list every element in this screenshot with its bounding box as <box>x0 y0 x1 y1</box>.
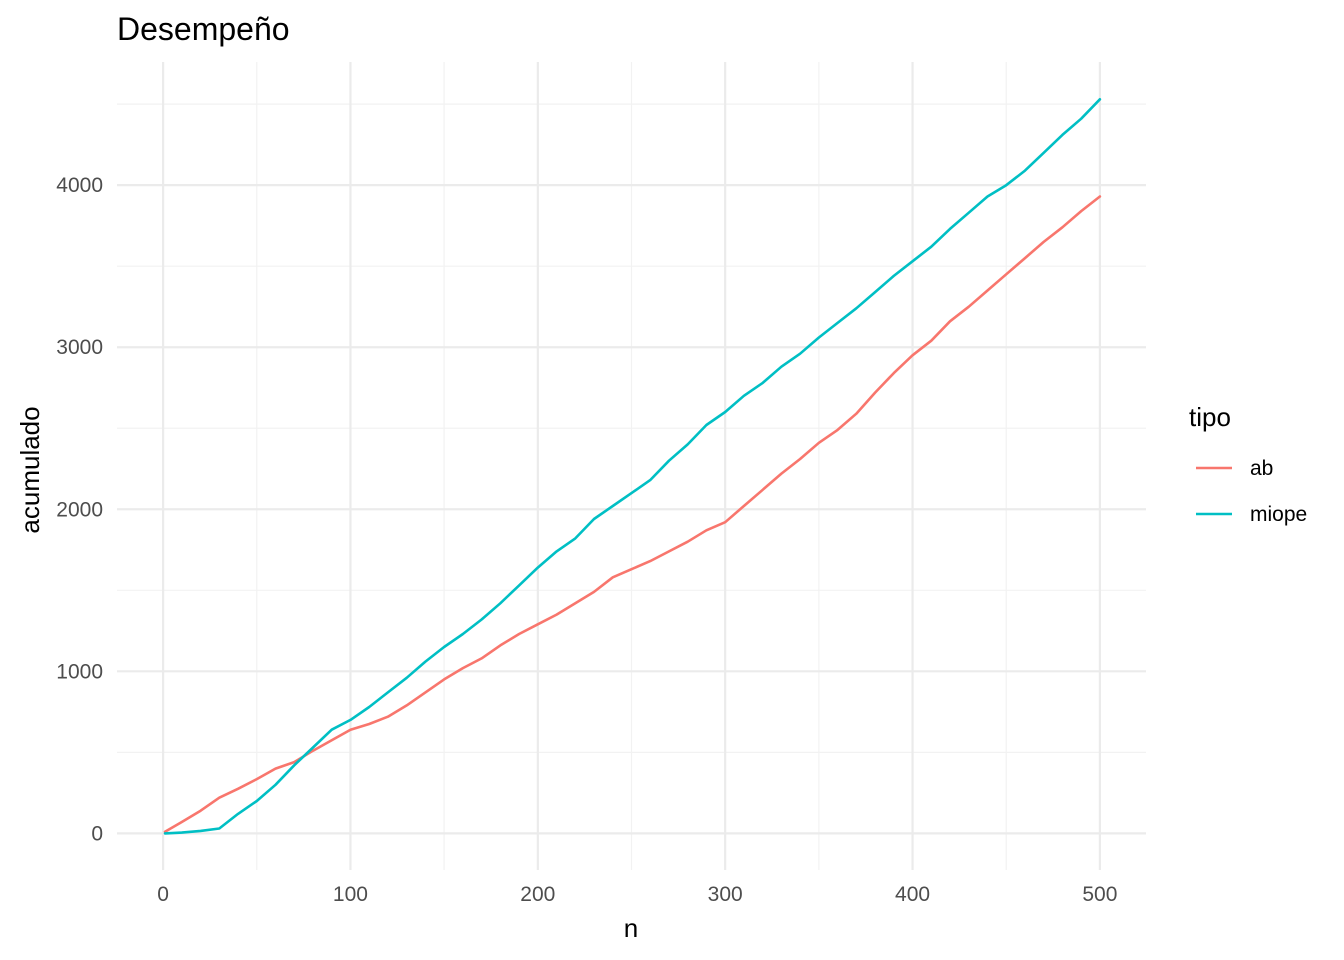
legend-items: ab miope <box>1196 457 1307 526</box>
y-tick-label: 2000 <box>56 498 103 521</box>
x-tick-label: 100 <box>333 883 368 906</box>
y-tick-label: 3000 <box>56 336 103 359</box>
y-axis-title: acumulado <box>15 406 45 533</box>
y-tick-label: 0 <box>91 822 103 845</box>
series-line-ab <box>163 195 1102 834</box>
x-tick-label: 300 <box>708 883 743 906</box>
x-axis-title: n <box>624 913 638 943</box>
legend-label-ab: ab <box>1250 457 1273 480</box>
grid <box>117 62 1146 870</box>
x-tick-label: 200 <box>520 883 555 906</box>
x-tick-label: 0 <box>157 883 169 906</box>
series-layer <box>163 98 1102 835</box>
y-axis-ticks: 0 1000 2000 3000 4000 <box>56 174 103 845</box>
x-axis-ticks: 0 100 200 300 400 500 <box>157 883 1117 906</box>
y-tick-label: 1000 <box>56 660 103 683</box>
x-tick-label: 400 <box>895 883 930 906</box>
x-tick-label: 500 <box>1082 883 1117 906</box>
y-tick-label: 4000 <box>56 174 103 197</box>
series-line-miope <box>163 98 1102 835</box>
legend: tipo ab miope <box>1189 402 1307 526</box>
legend-title: tipo <box>1189 402 1231 432</box>
legend-label-miope: miope <box>1250 503 1307 526</box>
chart-title: Desempeño <box>117 11 290 47</box>
